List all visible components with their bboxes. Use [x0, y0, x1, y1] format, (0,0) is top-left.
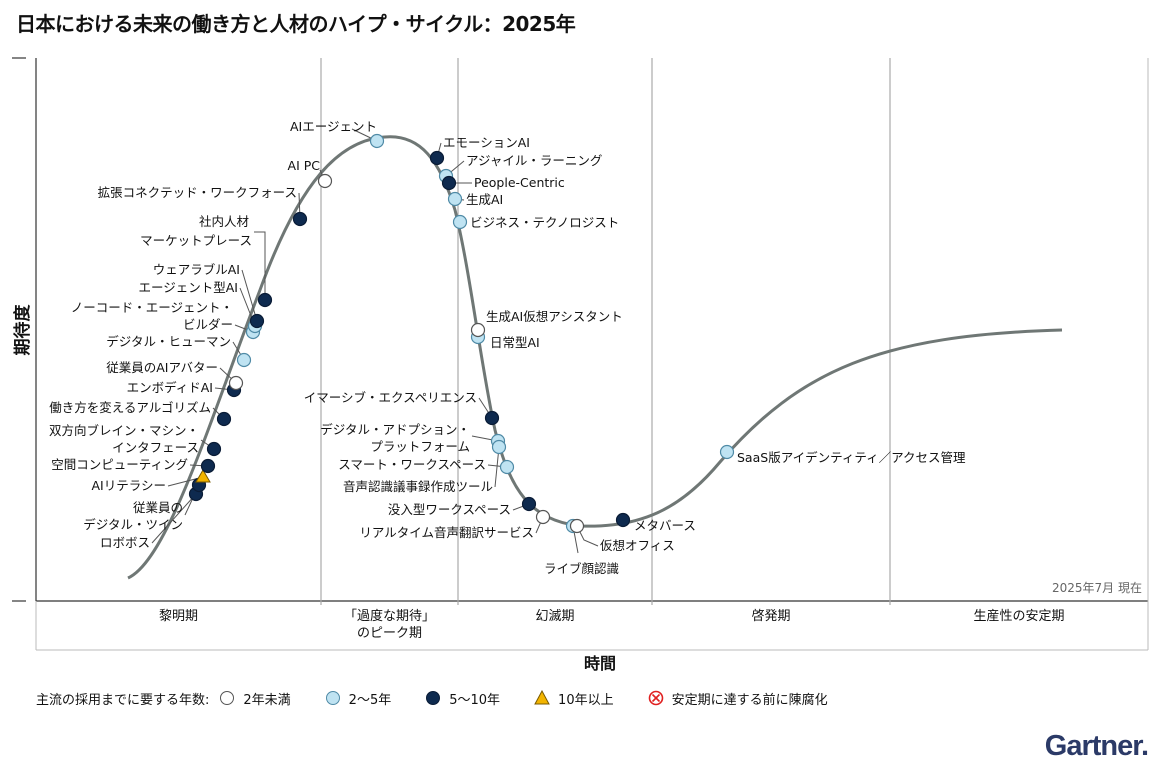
tech-marker	[447, 191, 463, 207]
tech-marker	[206, 441, 222, 457]
tech-label: AIリテラシー	[92, 478, 167, 493]
chart-title: 日本における未来の働き方と人材のハイプ・サイクル：2025年	[16, 12, 576, 36]
tech-marker	[615, 512, 631, 528]
legend-item-lt2: 2年未満	[219, 689, 291, 708]
legend-symbol	[648, 690, 663, 706]
tech-label: AIエージェント	[290, 119, 377, 134]
tech-label: 従業員のAIアバター	[106, 360, 218, 375]
legend-label: 5～10年	[449, 692, 501, 708]
tech-label: ノーコード・エージェント・ビルダー	[71, 300, 233, 332]
tech-marker	[200, 458, 216, 474]
tech-marker	[228, 375, 244, 391]
tech-label: 働き方を変えるアルゴリズム	[49, 400, 211, 415]
tech-label: スマート・ワークスペース	[338, 457, 486, 472]
tech-label: イマーシブ・エクスペリエンス	[304, 390, 477, 405]
tech-label: People-Centric	[474, 175, 565, 190]
legend-item-obsolete: 安定期に達する前に陳腐化	[648, 689, 828, 708]
tech-label: 従業員のデジタル・ツイン	[83, 500, 183, 532]
tech-marker	[441, 175, 457, 191]
tech-marker	[535, 509, 551, 525]
tech-label: ビジネス・テクノロジスト	[470, 215, 619, 230]
legend: 主流の採用までに要する年数: 2年未満 2～5年 5～10年 10年以上 安定期に達する…	[36, 686, 862, 710]
legend-label: 10年以上	[558, 692, 614, 708]
legend-label: 2年未満	[243, 692, 291, 708]
tech-marker	[452, 214, 468, 230]
y-axis-label: 期待度	[12, 304, 33, 356]
tech-label: 没入型ワークスペース	[388, 502, 511, 517]
phase-label: 生産性の安定期	[973, 608, 1064, 624]
tech-label: デジタル・アドプション・プラットフォーム	[320, 422, 470, 454]
tech-label: メタバース	[634, 518, 696, 533]
legend-item-y2to5: 2～5年	[325, 689, 392, 708]
tech-label: 仮想オフィス	[600, 538, 675, 553]
tech-marker	[491, 439, 507, 455]
tech-label: ロボボス	[100, 535, 150, 550]
phase-label: 啓発期	[751, 609, 790, 624]
legend-item-gt10: 10年以上	[534, 689, 614, 708]
legend-symbol	[220, 691, 235, 705]
leader-line	[254, 231, 266, 300]
tech-marker	[317, 173, 333, 189]
legend-title: 主流の採用までに要する年数:	[36, 692, 210, 708]
legend-label: 2～5年	[348, 692, 392, 708]
tech-label: SaaS版アイデンティティ／アクセス管理	[737, 450, 966, 465]
x-axis-label: 時間	[584, 654, 616, 673]
tech-marker	[470, 322, 486, 338]
tech-label: ライブ顔認識	[544, 561, 619, 576]
tech-label: 拡張コネクテッド・ワークフォース	[98, 185, 297, 200]
legend-item-y5to10: 5～10年	[425, 689, 500, 708]
tech-marker	[719, 444, 735, 460]
tech-label: ウェアラブルAI	[153, 262, 240, 277]
legend-symbol	[534, 690, 550, 705]
tech-label: エージェント型AI	[139, 280, 239, 295]
tech-label: AI PC	[288, 158, 321, 173]
legend-label: 安定期に達する前に陳腐化	[671, 692, 828, 708]
tech-marker	[257, 292, 273, 308]
phase-label: 「過度な期待」のピーク期	[344, 608, 435, 641]
legend-symbol	[426, 691, 441, 705]
tech-marker	[292, 211, 308, 227]
hype-curve	[127, 135, 1063, 580]
gartner-logo: Gartner.	[1044, 730, 1149, 762]
tech-label: マーケットプレース	[140, 233, 252, 248]
tech-marker	[216, 411, 232, 427]
tech-label: エモーションAI	[443, 135, 530, 150]
tech-marker	[569, 518, 585, 534]
tech-label: 空間コンピューティング	[51, 457, 188, 472]
tech-marker	[499, 459, 515, 475]
tech-label: 日常型AI	[490, 335, 540, 350]
as-of-date: 2025年7月 現在	[1052, 581, 1142, 595]
leader-line	[151, 493, 197, 544]
tech-marker	[369, 133, 385, 149]
tech-label: 双方向ブレイン・マシン・インタフェース	[49, 423, 199, 455]
tech-marker	[236, 352, 252, 368]
phase-label: 幻滅期	[535, 609, 574, 624]
legend-symbol	[325, 691, 340, 705]
tech-label: 生成AI	[466, 192, 503, 207]
tech-marker	[249, 313, 265, 329]
tech-label: 社内人材	[199, 214, 249, 229]
tech-label: アジャイル・ラーニング	[466, 153, 602, 168]
tech-label: リアルタイム音声翻訳サービス	[359, 525, 534, 540]
tech-marker-triangle	[195, 469, 211, 483]
tech-label: エンボディドAI	[127, 380, 213, 395]
tech-marker	[521, 496, 537, 512]
tech-label: 生成AI仮想アシスタント	[486, 309, 623, 324]
tech-marker	[484, 410, 500, 426]
phase-label: 黎明期	[159, 609, 198, 624]
leader-line	[241, 269, 258, 322]
tech-marker	[429, 150, 445, 166]
tech-label: デジタル・ヒューマン	[106, 334, 231, 349]
tech-label: 音声認識議事録作成ツール	[343, 479, 493, 494]
